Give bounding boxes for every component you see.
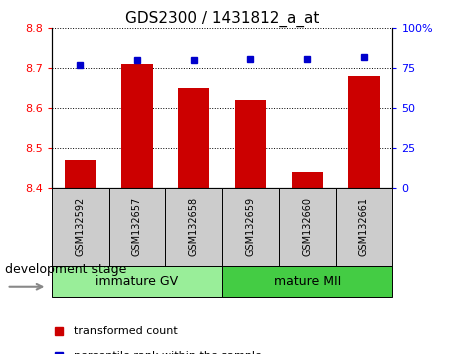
Text: GSM132658: GSM132658 (189, 197, 199, 256)
Text: transformed count: transformed count (74, 326, 178, 336)
Bar (222, 188, 279, 266)
Bar (121, 64, 152, 188)
Bar (52, 266, 222, 297)
Text: GSM132661: GSM132661 (359, 197, 369, 256)
Text: GSM132659: GSM132659 (245, 197, 256, 256)
Text: percentile rank within the sample: percentile rank within the sample (74, 351, 262, 354)
Bar (52, 188, 109, 266)
Bar (109, 188, 166, 266)
Bar (235, 100, 266, 188)
Text: immature GV: immature GV (96, 275, 179, 288)
Bar (222, 266, 392, 297)
Bar (292, 172, 323, 188)
Bar (166, 188, 222, 266)
Text: GSM132592: GSM132592 (75, 197, 85, 256)
Title: GDS2300 / 1431812_a_at: GDS2300 / 1431812_a_at (125, 11, 319, 27)
Text: development stage: development stage (5, 263, 126, 276)
Bar (348, 76, 380, 188)
Bar (336, 188, 392, 266)
Bar (64, 160, 96, 188)
Bar (178, 88, 209, 188)
Text: GSM132657: GSM132657 (132, 197, 142, 256)
Bar (279, 188, 336, 266)
Text: mature MII: mature MII (274, 275, 341, 288)
Text: GSM132660: GSM132660 (302, 197, 312, 256)
